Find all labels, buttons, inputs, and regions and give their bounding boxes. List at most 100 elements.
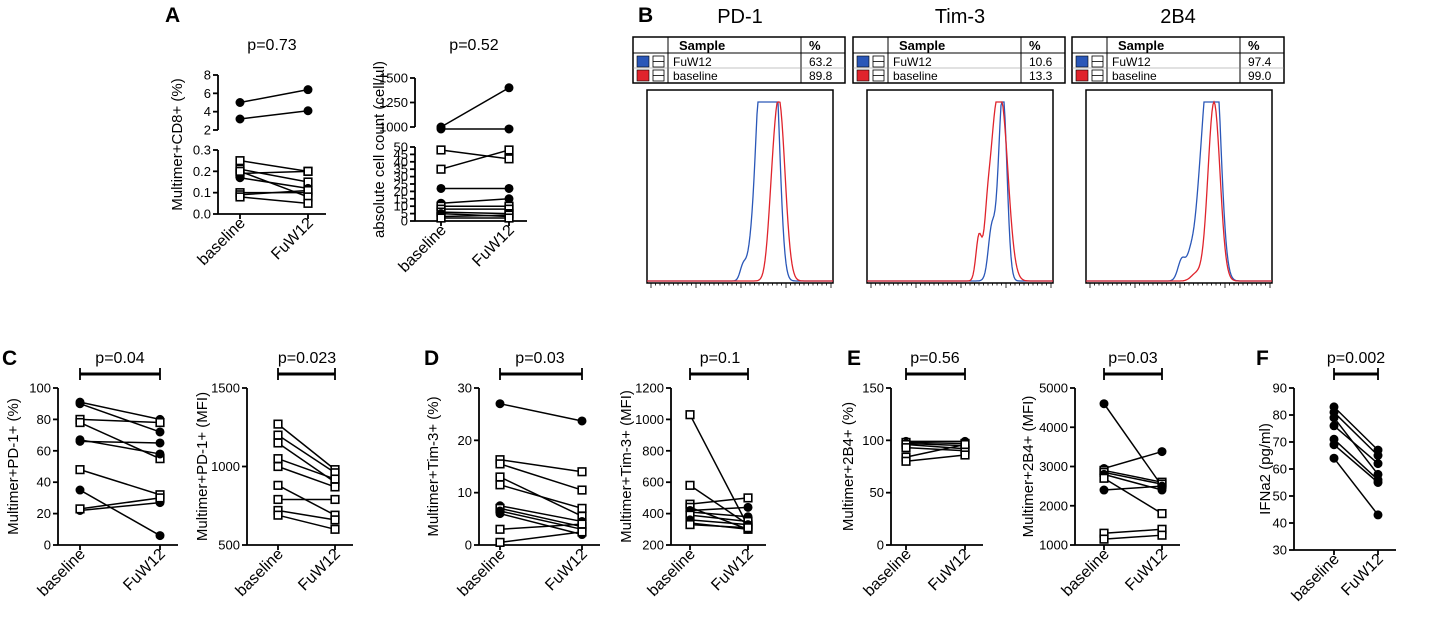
histogram-title: Tim-3 (935, 6, 985, 28)
pair-line (499, 463, 583, 491)
y-tick-label: 20 (458, 433, 472, 448)
data-point-fuw12 (743, 493, 753, 503)
data-point-baseline (495, 459, 505, 469)
pair-line (905, 443, 966, 450)
data-point-fuw12 (1373, 459, 1383, 469)
data-point-fuw12 (303, 85, 313, 95)
y-tick-label: 50 (394, 140, 408, 155)
y-tick-label: 600 (642, 475, 664, 490)
histogram-2b4: 2B4 Sample % FuW12 97.4 baseline 99.0 (1071, 6, 1285, 288)
legend-swatch-baseline (636, 69, 650, 82)
y-tick-label: 8 (204, 68, 211, 83)
data-point-baseline (1329, 453, 1339, 463)
data-point-baseline (235, 156, 245, 166)
pair-line (79, 501, 161, 512)
y-tick-label: 0.1 (193, 185, 211, 200)
y-axis-label: Multimer+2B4+ (%) (840, 402, 857, 531)
y-tick-label: 1250 (379, 95, 408, 110)
pair-line (1103, 403, 1163, 487)
pair-line (277, 423, 336, 471)
pair-line (1333, 417, 1379, 475)
histogram-frame (1085, 89, 1273, 284)
data-point-baseline (436, 124, 446, 134)
legend-sample-percent: 89.8 (809, 69, 833, 83)
data-point-fuw12 (577, 467, 587, 477)
data-point-baseline (273, 430, 283, 440)
pair-line (239, 168, 309, 183)
histogram-curve-baseline (867, 101, 1053, 282)
data-point-fuw12 (577, 527, 587, 537)
y-tick-label: 30 (1273, 543, 1287, 558)
data-point-fuw12 (577, 503, 587, 513)
data-point-baseline (75, 485, 85, 495)
category-label-fuw12: FuW12 (708, 546, 757, 595)
legend-sample-percent: 97.4 (1248, 55, 1272, 69)
data-point-fuw12 (960, 450, 970, 460)
pair-line (905, 454, 966, 463)
p-value-label: p=0.03 (515, 350, 564, 367)
legend-sample-name: FuW12 (893, 55, 932, 69)
data-point-fuw12 (155, 531, 165, 541)
y-tick-label: 1500 (211, 381, 240, 396)
pair-line (440, 87, 510, 128)
histogram-pd-1: PD-1 Sample % FuW12 63.2 baseline 89.8 (632, 6, 846, 288)
p-value-label: p=0.04 (95, 350, 144, 367)
data-point-baseline (75, 436, 85, 446)
histogram-title: 2B4 (1160, 6, 1196, 28)
data-point-fuw12 (504, 124, 514, 134)
pair-line (1333, 406, 1379, 451)
y-tick-label: 0.2 (193, 164, 211, 179)
y-tick-label: 50 (870, 485, 884, 500)
legend-sample-percent: 63.2 (809, 55, 833, 69)
histogram-frame (646, 89, 834, 284)
panel-letter-e: E (847, 347, 861, 370)
data-point-baseline (495, 472, 505, 482)
legend-header-percent: % (1248, 38, 1260, 53)
y-axis-label: Multimer+Tim-3+ (%) (425, 396, 442, 536)
y-axis-label: Multimer+PD-1+ (MFI) (194, 392, 211, 541)
pair-line (689, 514, 749, 523)
y-tick-label: 80 (37, 412, 51, 427)
panel-letter-b: B (638, 4, 653, 27)
category-label-baseline: baseline (1059, 546, 1113, 600)
pair-line (277, 457, 336, 480)
pair-line (79, 497, 161, 510)
data-point-baseline (273, 454, 283, 464)
data-point-fuw12 (1157, 508, 1167, 519)
panel-letter-f: F (1256, 347, 1269, 370)
category-label-fuw12: FuW12 (469, 222, 518, 271)
legend-swatch-fuw12 (1075, 55, 1089, 68)
y-tick-label: 40 (37, 475, 51, 490)
y-tick-label: 35 (394, 162, 408, 177)
category-label-baseline: baseline (195, 215, 249, 269)
legend-sample-percent: 10.6 (1029, 55, 1053, 69)
y-tick-label: 25 (394, 177, 408, 192)
y-tick-label: 5000 (1039, 381, 1068, 396)
data-point-baseline (685, 480, 695, 490)
data-point-baseline (901, 456, 911, 466)
data-point-baseline (75, 417, 85, 428)
legend-sample-percent: 13.3 (1029, 69, 1053, 83)
pair-line (79, 440, 161, 444)
data-point-fuw12 (330, 494, 340, 505)
data-point-fuw12 (1157, 447, 1167, 457)
y-tick-label: 200 (642, 538, 664, 553)
y-axis-label: Multimer+Tim-3+ (MFI) (618, 390, 635, 543)
pair-line (277, 434, 336, 474)
pair-line (239, 170, 309, 198)
pair-line (239, 110, 309, 120)
data-point-baseline (436, 164, 446, 174)
pair-line (277, 484, 336, 516)
pair-line (905, 442, 966, 447)
data-point-fuw12 (1373, 451, 1383, 460)
pair-line (277, 514, 336, 531)
data-point-fuw12 (504, 145, 514, 155)
pair-line (499, 484, 583, 510)
data-point-baseline (75, 465, 85, 475)
y-tick-label: 4 (204, 104, 211, 119)
y-tick-label: 10 (458, 485, 472, 500)
y-tick-label: 1500 (379, 71, 408, 86)
pair-line (239, 88, 309, 104)
p-value-label: p=0.023 (278, 350, 336, 367)
data-point-baseline (901, 443, 911, 453)
